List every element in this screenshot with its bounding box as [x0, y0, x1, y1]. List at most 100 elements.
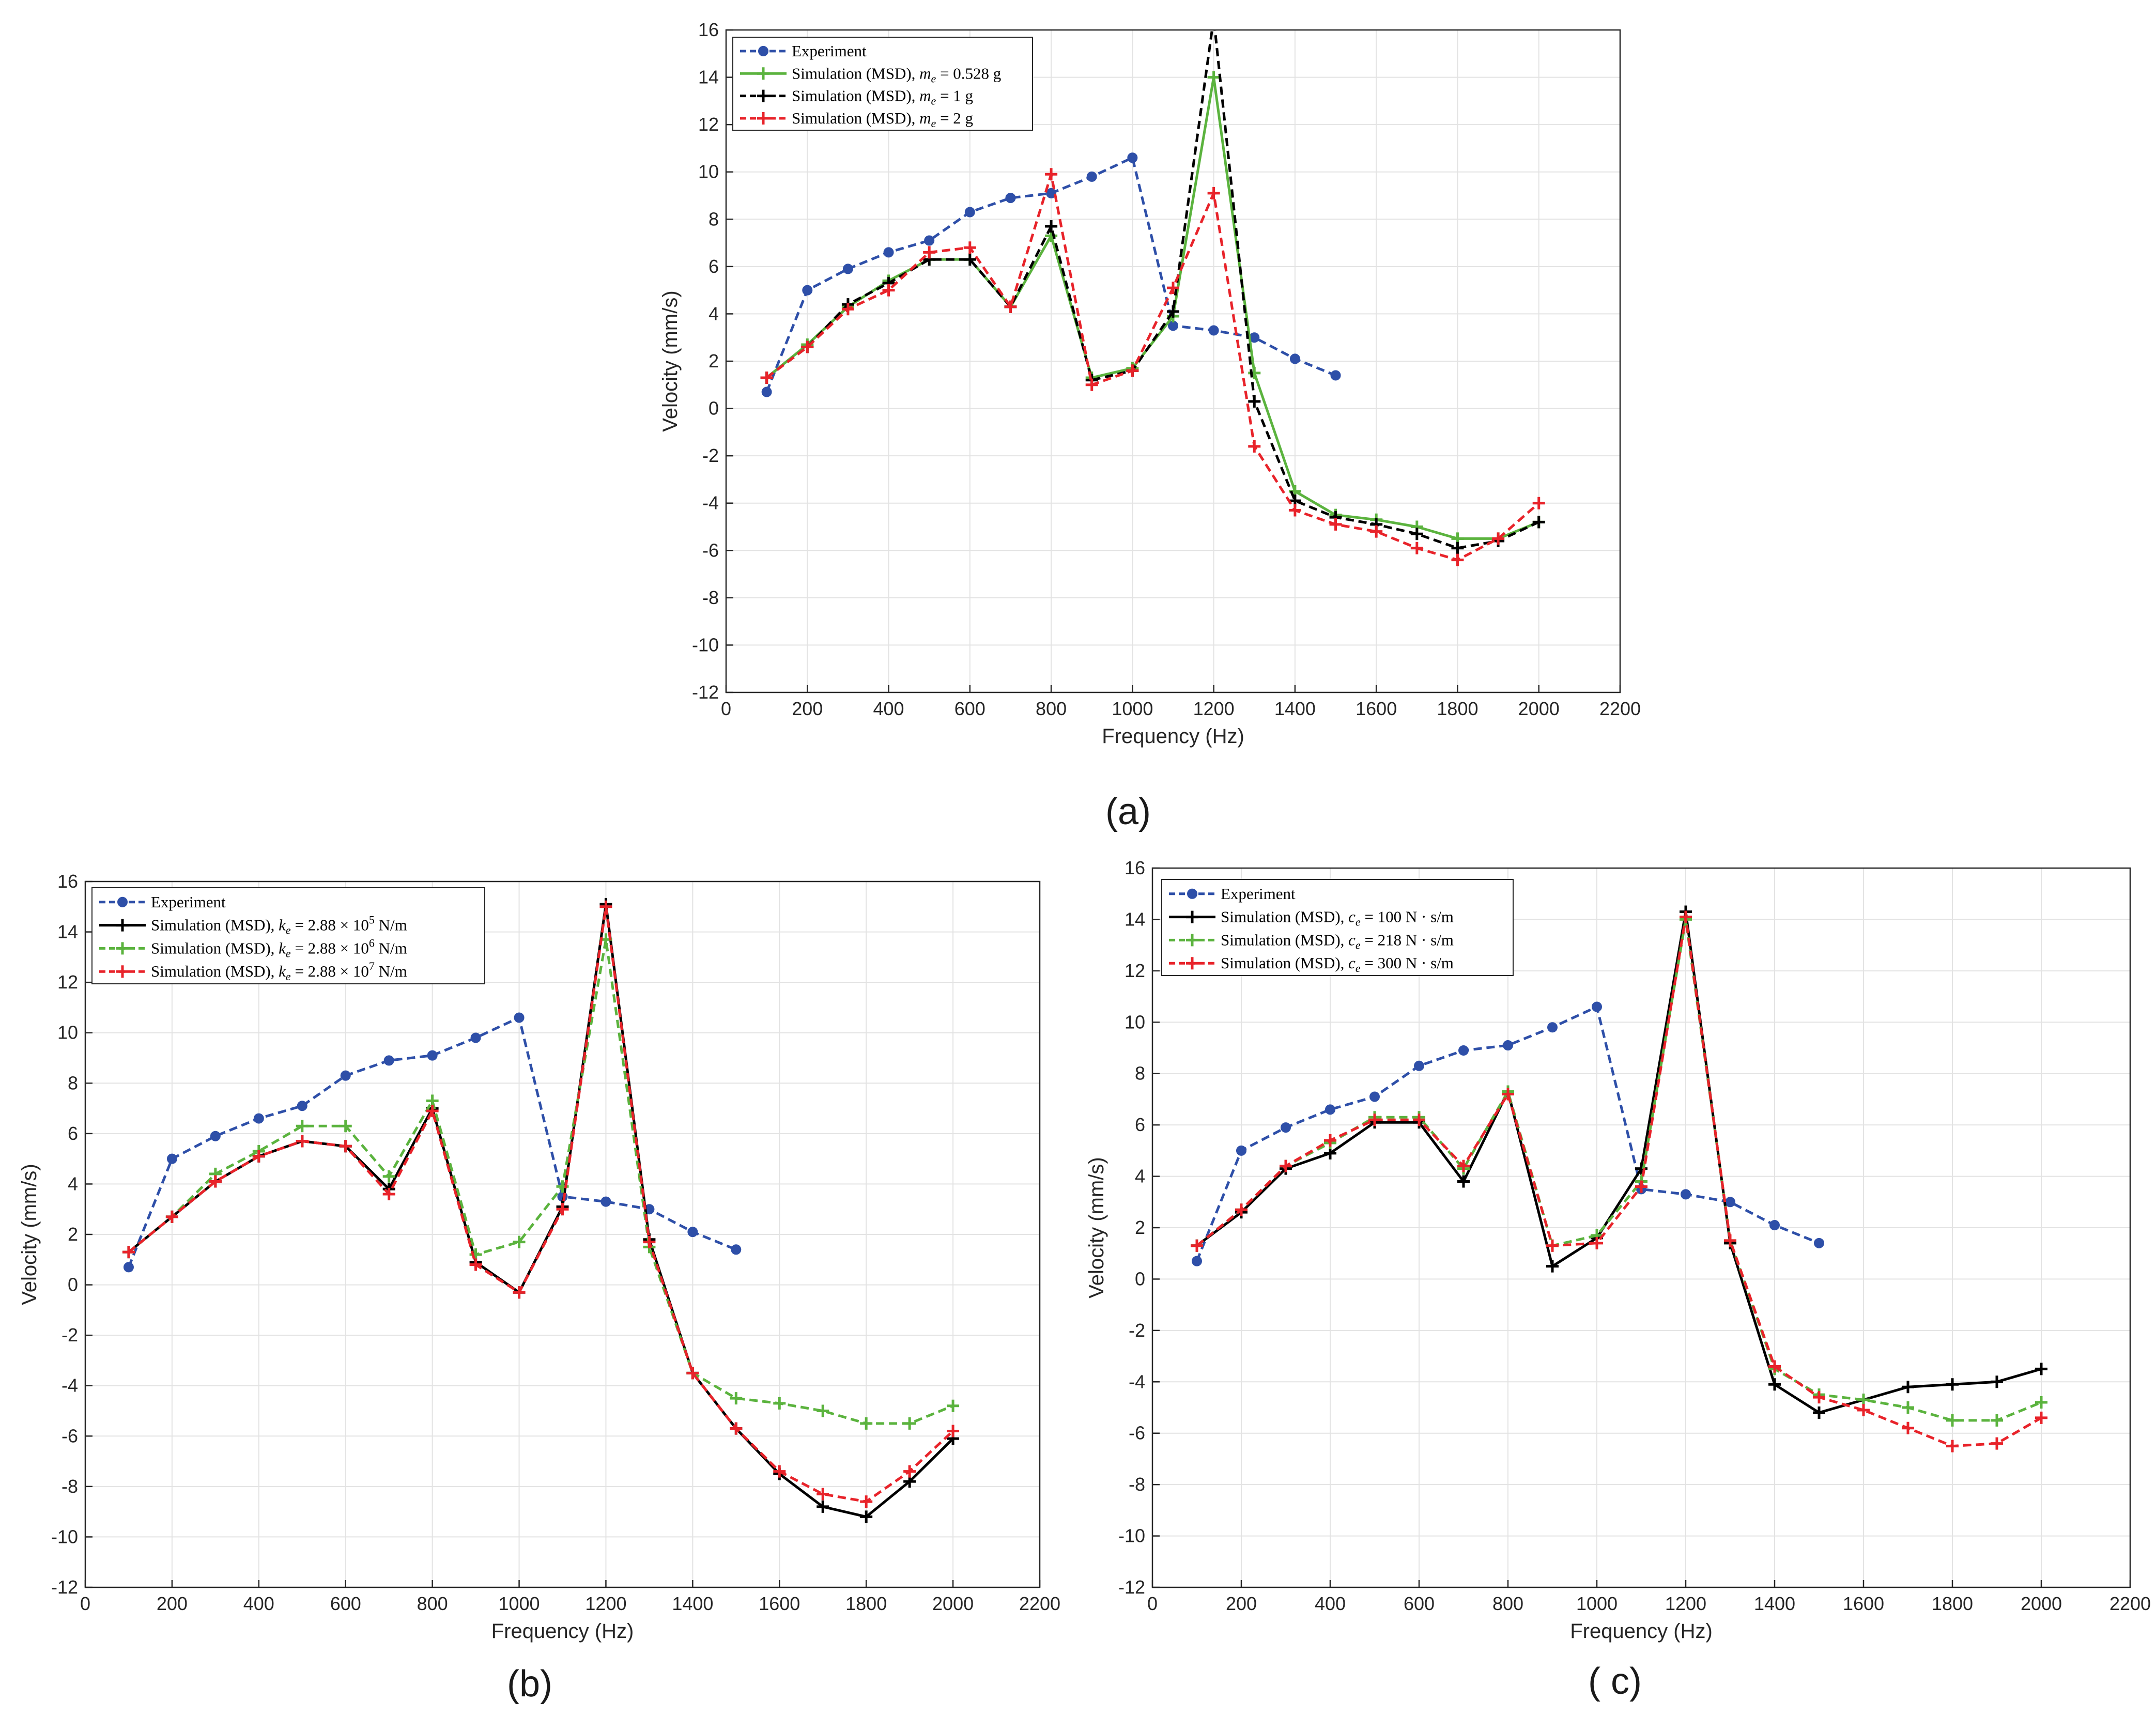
data-point-series-3	[1167, 282, 1179, 295]
y-tick-label: -8	[61, 1476, 78, 1497]
legend-marker-sample	[1186, 910, 1198, 923]
data-point-series-0	[1458, 1045, 1469, 1056]
y-tick-label: 12	[57, 971, 78, 993]
x-tick-label: 1800	[1932, 1593, 1973, 1614]
data-point-series-3	[963, 241, 976, 254]
legend-marker-sample	[757, 89, 769, 102]
y-tick-label: -10	[1118, 1525, 1145, 1547]
legend-label: Simulation (MSD), ce = 100 N · s/m	[1221, 908, 1454, 929]
data-point-series-3	[1457, 1160, 1470, 1172]
legend-label-prefix: Simulation (MSD),	[1221, 931, 1348, 949]
data-point-series-2	[1045, 220, 1058, 233]
data-point-series-0	[1547, 1022, 1558, 1033]
data-point-series-3	[1045, 168, 1058, 181]
chart-panel-b: 0 200 400 600 800 1000 1200 1400 1600 1800 2000 220…	[18, 871, 1060, 1705]
data-point-series-2	[1532, 516, 1545, 529]
data-point-series-3	[1532, 497, 1545, 509]
panel-label: ( c)	[1588, 1661, 1642, 1702]
y-tick-label: 12	[698, 114, 719, 135]
series-line-2	[128, 938, 954, 1425]
data-point-series-0	[1192, 1256, 1202, 1266]
data-point-series-3	[841, 303, 854, 316]
y-tick-label: -2	[702, 445, 719, 466]
x-tick-label: 1200	[1193, 698, 1235, 719]
x-tick-label: 1000	[498, 1593, 540, 1614]
legend-label: Simulation (MSD), me = 0.528 g	[792, 64, 1001, 85]
data-point-series-2	[817, 1404, 829, 1417]
x-axis-title: Frequency (Hz)	[1570, 1620, 1713, 1643]
data-point-series-0	[1281, 1122, 1291, 1133]
legend-label: Experiment	[792, 42, 867, 60]
series-line-0	[1195, 1006, 1820, 1262]
legend-label: Simulation (MSD), me = 1 g	[792, 87, 973, 107]
y-tick-label: -12	[1118, 1576, 1145, 1598]
series-line-0	[127, 1016, 737, 1268]
data-point-series-2	[1410, 528, 1423, 540]
legend-entry: Simulation (MSD), ke = 2.88 × 107 N/m	[99, 960, 407, 983]
data-point-series-0	[1236, 1145, 1246, 1156]
data-point-series-0	[1814, 1238, 1824, 1248]
data-point-series-2	[860, 1417, 873, 1430]
legend-label-prefix: Simulation (MSD),	[792, 64, 919, 82]
data-point-series-2	[1991, 1414, 2003, 1427]
data-point-series-3	[1546, 1239, 1559, 1252]
x-tick-label: 0	[80, 1593, 90, 1614]
legend-label: Simulation (MSD), ce = 218 N · s/m	[1221, 931, 1454, 951]
data-point-series-2	[1451, 542, 1464, 554]
series-line-2	[766, 30, 1539, 550]
y-tick-label: -8	[702, 587, 719, 608]
y-tick-label: 10	[57, 1022, 78, 1043]
data-point-series-2	[1167, 305, 1179, 318]
data-point-series-1	[1991, 1375, 2003, 1388]
series-3	[122, 900, 960, 1508]
legend-label-subscript: e	[931, 95, 936, 107]
data-point-series-0	[1086, 171, 1097, 182]
data-point-series-0	[842, 264, 853, 274]
y-tick-label: 10	[1125, 1011, 1145, 1032]
x-tick-label: 800	[1492, 1593, 1523, 1614]
legend-label: Simulation (MSD), ce = 300 N · s/m	[1221, 954, 1454, 975]
y-tick-label: 14	[698, 67, 719, 88]
x-tick-label: 200	[792, 698, 823, 719]
data-point-series-0	[1005, 193, 1016, 204]
ticks: 0 200 400 600 800 1000 1200 1400 1600 1800 2000 220…	[692, 19, 1641, 719]
data-point-series-1	[1813, 1406, 1825, 1419]
data-point-series-3	[773, 1465, 786, 1478]
data-point-series-2	[730, 1392, 743, 1405]
legend-label-prefix: Simulation (MSD),	[151, 939, 279, 957]
legend-box	[91, 887, 485, 984]
data-point-series-0	[1769, 1220, 1780, 1231]
data-point-series-3	[817, 1488, 829, 1501]
data-point-series-3	[903, 1465, 916, 1478]
legend-label-exponent: 6	[369, 936, 375, 949]
data-point-series-2	[1946, 1414, 1959, 1427]
legend-label-subscript: e	[1356, 962, 1361, 975]
data-point-series-3	[860, 1495, 873, 1508]
data-point-series-1	[1768, 1378, 1781, 1391]
data-point-series-0	[1503, 1040, 1513, 1051]
data-point-series-1	[860, 1510, 873, 1523]
legend-label-unit: N/m	[375, 962, 407, 980]
data-point-series-1	[1207, 71, 1220, 84]
legend-label-symbol: c	[1348, 908, 1356, 926]
y-tick-label: 8	[1135, 1063, 1145, 1084]
legend-marker-sample	[1187, 888, 1197, 899]
legend-entry: Simulation (MSD), me = 0.528 g	[740, 64, 1001, 85]
data-point-series-3	[165, 1210, 178, 1223]
data-point-series-3	[760, 372, 773, 384]
data-point-series-3	[1591, 1236, 1603, 1249]
data-point-series-0	[1127, 152, 1138, 163]
legend-label-subscript: e	[286, 970, 291, 983]
x-tick-label: 2200	[2109, 1593, 2151, 1614]
x-tick-label: 200	[157, 1593, 188, 1614]
data-point-series-3	[1329, 518, 1342, 531]
series-0	[761, 152, 1341, 397]
legend-label-value: = 100 N · s/m	[1361, 908, 1454, 926]
data-point-series-0	[340, 1070, 351, 1081]
data-point-series-3	[730, 1422, 743, 1435]
x-tick-label: 1400	[1274, 698, 1316, 719]
y-tick-label: 0	[1135, 1268, 1145, 1289]
x-tick-label: 1600	[1356, 698, 1397, 719]
series-line-1	[1196, 910, 2042, 1414]
